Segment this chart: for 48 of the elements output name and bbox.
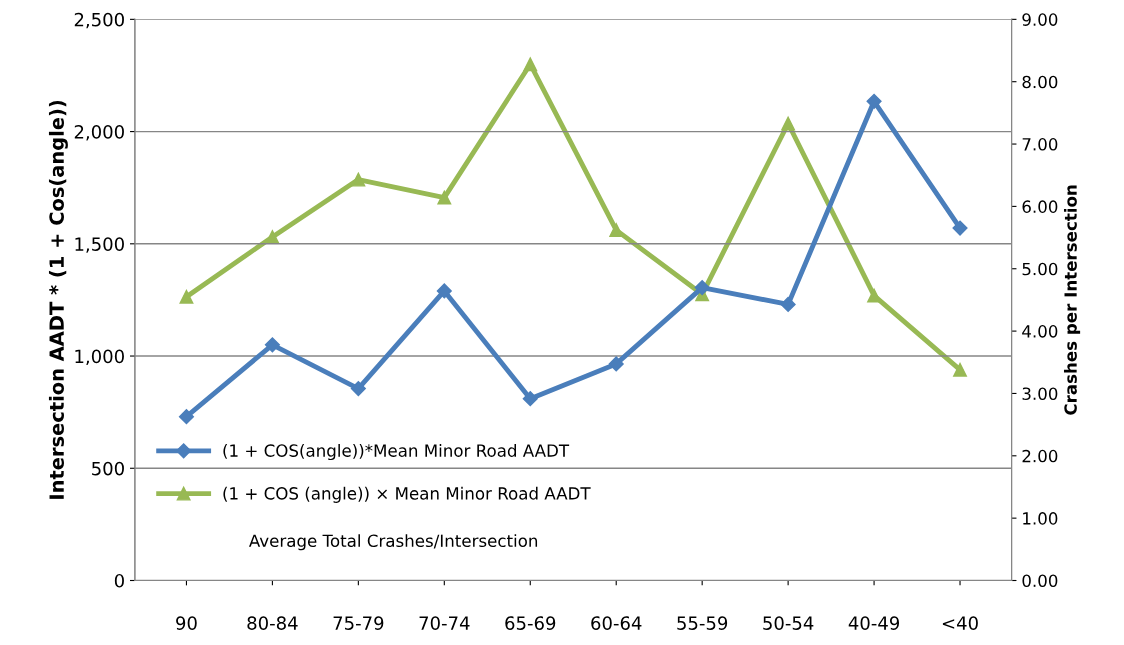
point [437,190,452,205]
x-tick-label: 70-74 [419,616,470,630]
point [694,280,710,296]
y2-tick-label: 3.00 [1022,387,1058,401]
y-tick-label: 500 [92,461,124,476]
point [523,57,538,72]
point [952,220,968,236]
x-tick-label: 40-49 [848,616,900,630]
y2-tick-label: 8.00 [1022,75,1058,89]
point [178,409,195,425]
point [350,381,366,397]
y2-tick-label: 0.00 [1022,574,1058,588]
point [179,289,194,304]
point [351,172,366,187]
point [609,223,624,238]
point [780,296,796,312]
y2-tick-label: 1.00 [1023,512,1058,525]
y-tick-label: 1,000 [75,349,124,365]
y2-tick-label: 7.00 [1022,138,1058,151]
point [436,283,452,299]
point [522,391,538,407]
x-tick-label: 65-69 [505,616,556,630]
point [608,356,624,372]
y-axis-title: Intersection AADT * (1 + Cos(angle)) [48,100,68,499]
annotation: Average Total Crashes/Intersection [248,534,538,551]
x-tick-label: 50-54 [763,616,814,630]
y-tick-label: 2,500 [74,12,124,29]
x-tick-label: 55-59 [677,616,728,630]
y2-axis-title: Crashes per Intersection [1063,185,1081,415]
x-tick-label: <40 [942,616,978,630]
y2-tick-label: 9.00 [1022,13,1058,26]
y-tick-label: 0 [114,573,124,588]
point [781,116,796,131]
y2-tick-label: 6.00 [1022,200,1058,213]
y2-tick-label: 4.00 [1022,325,1058,338]
point [264,337,280,353]
legend-label: (1 + COS(angle))*Mean Minor Road AADT [223,443,570,461]
point [953,362,967,377]
x-tick-label: 80-84 [247,616,298,630]
y-tick-label: 1,500 [75,237,124,253]
x-tick-label: 90 [176,616,197,630]
x-tick-label: 75-79 [333,616,384,630]
y2-tick-label: 2.00 [1022,449,1058,463]
x-tick-label: 60-64 [591,616,642,630]
legend-label: (1 + COS (angle)) × Mean Minor Road AADT [223,486,591,503]
y2-tick-label: 5.00 [1022,262,1058,276]
point [866,93,882,109]
y-tick-label: 2,000 [74,125,124,141]
